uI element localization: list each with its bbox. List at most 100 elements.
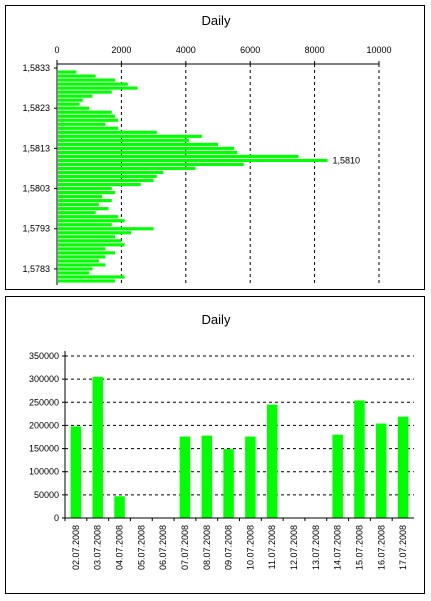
daily-volume-bar <box>332 434 343 518</box>
daily-volume-x-tick-label: 14.07.2008 <box>333 525 343 570</box>
price-distribution-bar <box>58 178 154 183</box>
price-distribution-bar <box>58 199 112 203</box>
daily-volume-bar <box>179 436 191 518</box>
price-distribution-bar <box>58 195 103 199</box>
price-distribution-bar <box>58 259 99 263</box>
daily-volume-bar <box>70 426 82 518</box>
daily-volume-y-tick-label: 150000 <box>29 444 59 454</box>
daily-volume-x-tick-label: 08.07.2008 <box>202 525 212 570</box>
daily-volume-x-tick-label: 15.07.2008 <box>354 525 364 570</box>
price-distribution-bar <box>58 191 115 195</box>
daily-volume-x-tick-label: 04.07.2008 <box>115 525 125 570</box>
daily-volume-y-tick-label: 200000 <box>29 420 59 430</box>
price-distribution-bar <box>58 74 96 78</box>
price-distribution-panel: Daily 0 2000 4000 6000 8000 10000 1,5833 1,582… <box>5 5 425 290</box>
price-distribution-bar <box>58 126 119 130</box>
daily-volume-y-tick-label: 250000 <box>29 397 59 407</box>
daily-volume-bar <box>354 400 365 518</box>
price-distribution-bar <box>58 146 235 150</box>
daily-volume-bar <box>376 423 387 518</box>
price-distribution-bar <box>58 114 115 118</box>
price-distribution-bar <box>58 211 96 215</box>
price-distribution-bar <box>58 174 157 179</box>
price-distribution-title: Daily <box>202 13 231 28</box>
daily-volume-y-tick-label: 350000 <box>29 351 59 361</box>
price-distribution-bar <box>58 94 93 98</box>
price-distribution-x-tick-label: 2000 <box>111 45 131 55</box>
daily-volume-bar <box>223 449 234 518</box>
daily-volume-y-tick-label: 0 <box>54 513 59 523</box>
price-distribution-bar <box>58 182 141 187</box>
price-distribution-bar <box>58 251 115 255</box>
price-distribution-bar <box>58 170 164 175</box>
price-distribution-bar <box>58 98 83 102</box>
daily-volume-bar <box>266 404 278 518</box>
price-distribution-annotation: 1,5810 <box>332 155 360 165</box>
daily-volume-x-tick-label: 06.07.2008 <box>158 525 168 570</box>
price-distribution-bar <box>58 207 109 211</box>
price-distribution-bar <box>58 203 99 207</box>
price-distribution-y-tick-label: 1,5823 <box>22 103 50 113</box>
price-distribution-bar <box>58 154 299 158</box>
price-distribution-bar <box>58 235 115 239</box>
price-distribution-bar <box>58 271 90 275</box>
price-distribution-bar <box>58 130 157 134</box>
price-distribution-bar <box>58 186 112 191</box>
price-distribution-x-tick-label: 4000 <box>176 45 196 55</box>
price-distribution-bar <box>58 279 115 283</box>
price-distribution-bar <box>58 231 132 235</box>
price-distribution-bar <box>58 243 125 247</box>
price-distribution-bar <box>58 118 119 122</box>
daily-volume-bar <box>201 435 213 518</box>
daily-volume-x-tick-label: 17.07.2008 <box>398 525 408 570</box>
price-distribution-chart: Daily 0 2000 4000 6000 8000 10000 1,5833 1,582… <box>22 13 392 285</box>
price-distribution-bar <box>58 215 119 219</box>
price-distribution-bar <box>58 122 106 126</box>
price-distribution-bar <box>58 138 190 142</box>
price-distribution-y-tick-label: 1,5833 <box>22 63 50 73</box>
daily-volume-bar <box>245 436 256 518</box>
price-distribution-x-tick-label: 6000 <box>240 45 260 55</box>
daily-volume-chart: Daily 0 50000 100000 150000 200000 250000 3000… <box>29 312 414 570</box>
price-distribution-x-tick-label: 10000 <box>366 45 391 55</box>
price-distribution-x-tick-label: 0 <box>54 45 59 55</box>
price-distribution-y-tick-label: 1,5813 <box>22 143 50 153</box>
price-distribution-bar <box>58 78 115 82</box>
price-distribution-bar <box>58 110 112 114</box>
price-distribution-bar <box>58 166 196 171</box>
price-distribution-bar <box>58 263 106 267</box>
price-distribution-bar <box>58 158 328 163</box>
price-distribution-y-tick-label: 1,5783 <box>22 264 50 274</box>
price-distribution-y-tick-label: 1,5803 <box>22 184 50 194</box>
price-distribution-bar <box>58 134 202 138</box>
price-distribution-bar <box>58 275 125 279</box>
daily-volume-y-tick-label: 300000 <box>29 374 59 384</box>
daily-volume-x-tick-label: 03.07.2008 <box>93 525 103 570</box>
daily-volume-y-tick-label: 50000 <box>34 490 59 500</box>
price-distribution-bar <box>58 90 112 94</box>
daily-volume-panel: Daily 0 50000 100000 150000 200000 250000 3000… <box>5 296 425 594</box>
price-distribution-bar <box>58 219 125 223</box>
price-distribution-bar <box>58 223 112 227</box>
daily-volume-x-tick-label: 12.07.2008 <box>289 525 299 570</box>
daily-volume-title: Daily <box>202 312 231 327</box>
price-distribution-bar <box>58 150 238 154</box>
daily-volume-bar <box>92 376 103 518</box>
price-distribution-x-tick-label: 8000 <box>305 45 325 55</box>
daily-volume-x-tick-label: 13.07.2008 <box>311 525 321 570</box>
price-distribution-bar <box>58 255 106 259</box>
daily-volume-x-tick-label: 02.07.2008 <box>71 525 81 570</box>
daily-volume-y-tick-label: 100000 <box>29 467 59 477</box>
price-distribution-bar <box>58 70 77 74</box>
daily-volume-x-tick-label: 16.07.2008 <box>376 525 386 570</box>
price-distribution-bar <box>58 267 93 271</box>
price-distribution-bar <box>58 239 122 243</box>
daily-volume-bar <box>397 416 409 518</box>
price-distribution-bar <box>58 142 218 146</box>
daily-volume-x-tick-label: 10.07.2008 <box>245 525 255 570</box>
price-distribution-bar <box>58 247 106 251</box>
daily-volume-x-tick-label: 11.07.2008 <box>267 525 277 569</box>
daily-volume-x-tick-label: 05.07.2008 <box>136 525 146 570</box>
daily-volume-x-tick-label: 09.07.2008 <box>224 525 234 570</box>
daily-volume-x-tick-label: 07.07.2008 <box>180 525 190 570</box>
